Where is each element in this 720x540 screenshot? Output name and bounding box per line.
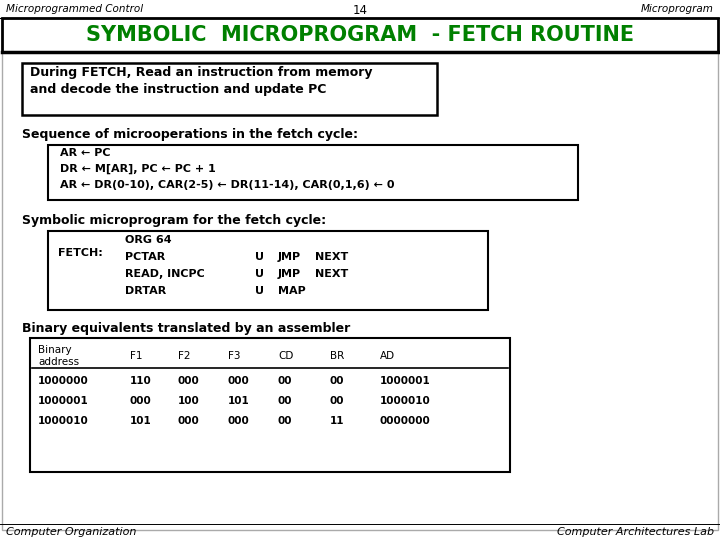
Text: U: U <box>255 252 264 262</box>
Text: READ, INCPC: READ, INCPC <box>125 269 204 279</box>
Text: 14: 14 <box>353 4 367 17</box>
Text: U: U <box>255 286 264 296</box>
Text: 100: 100 <box>178 396 199 406</box>
Text: 1000010: 1000010 <box>380 396 431 406</box>
Text: Computer Organization: Computer Organization <box>6 527 136 537</box>
Text: 110: 110 <box>130 376 152 386</box>
Text: Binary equivalents translated by an assembler: Binary equivalents translated by an asse… <box>22 322 350 335</box>
Text: 101: 101 <box>130 416 152 426</box>
Text: Microprogram: Microprogram <box>641 4 714 14</box>
Text: NEXT: NEXT <box>315 252 348 262</box>
Text: 00: 00 <box>330 376 344 386</box>
Text: JMP: JMP <box>278 269 301 279</box>
Text: 00: 00 <box>278 396 292 406</box>
Text: 1000010: 1000010 <box>38 416 89 426</box>
Text: 0000000: 0000000 <box>380 416 431 426</box>
Text: F1: F1 <box>130 351 143 361</box>
Text: Binary: Binary <box>38 345 71 355</box>
Text: 101: 101 <box>228 396 250 406</box>
Text: MAP: MAP <box>278 286 306 296</box>
Text: 00: 00 <box>278 376 292 386</box>
Text: U: U <box>255 269 264 279</box>
Text: and decode the instruction and update PC: and decode the instruction and update PC <box>30 83 326 96</box>
Text: 11: 11 <box>330 416 344 426</box>
Text: 000: 000 <box>178 416 199 426</box>
Text: DR ← M[AR], PC ← PC + 1: DR ← M[AR], PC ← PC + 1 <box>60 164 216 174</box>
Bar <box>2 52 718 530</box>
Text: 1000001: 1000001 <box>38 396 89 406</box>
Text: 00: 00 <box>330 396 344 406</box>
Text: NEXT: NEXT <box>315 269 348 279</box>
Text: AD: AD <box>380 351 395 361</box>
Text: AR ← PC: AR ← PC <box>60 148 110 158</box>
Text: 00: 00 <box>278 416 292 426</box>
Bar <box>48 231 488 310</box>
Text: Microprogrammed Control: Microprogrammed Control <box>6 4 143 14</box>
Text: BR: BR <box>330 351 344 361</box>
Text: Computer Architectures Lab: Computer Architectures Lab <box>557 527 714 537</box>
Text: FETCH:: FETCH: <box>58 248 103 258</box>
Bar <box>2 18 718 52</box>
Text: SYMBOLIC  MICROPROGRAM  - FETCH ROUTINE: SYMBOLIC MICROPROGRAM - FETCH ROUTINE <box>86 25 634 45</box>
Text: 000: 000 <box>178 376 199 386</box>
Text: DRTAR: DRTAR <box>125 286 166 296</box>
Bar <box>48 145 578 200</box>
Text: 1000000: 1000000 <box>38 376 89 386</box>
Text: Sequence of microoperations in the fetch cycle:: Sequence of microoperations in the fetch… <box>22 128 358 141</box>
Text: PCTAR: PCTAR <box>125 252 166 262</box>
Text: 000: 000 <box>228 416 250 426</box>
Text: 000: 000 <box>228 376 250 386</box>
Text: address: address <box>38 357 79 367</box>
Text: Symbolic microprogram for the fetch cycle:: Symbolic microprogram for the fetch cycl… <box>22 214 326 227</box>
Text: CD: CD <box>278 351 293 361</box>
Text: ORG 64: ORG 64 <box>125 235 171 245</box>
Text: F3: F3 <box>228 351 240 361</box>
Text: 1000001: 1000001 <box>380 376 431 386</box>
Bar <box>22 63 437 115</box>
Bar <box>30 338 510 472</box>
Text: AR ← DR(0-10), CAR(2-5) ← DR(11-14), CAR(0,1,6) ← 0: AR ← DR(0-10), CAR(2-5) ← DR(11-14), CAR… <box>60 180 395 190</box>
Text: 000: 000 <box>130 396 152 406</box>
Text: F2: F2 <box>178 351 191 361</box>
Text: JMP: JMP <box>278 252 301 262</box>
Text: During FETCH, Read an instruction from memory: During FETCH, Read an instruction from m… <box>30 66 372 79</box>
